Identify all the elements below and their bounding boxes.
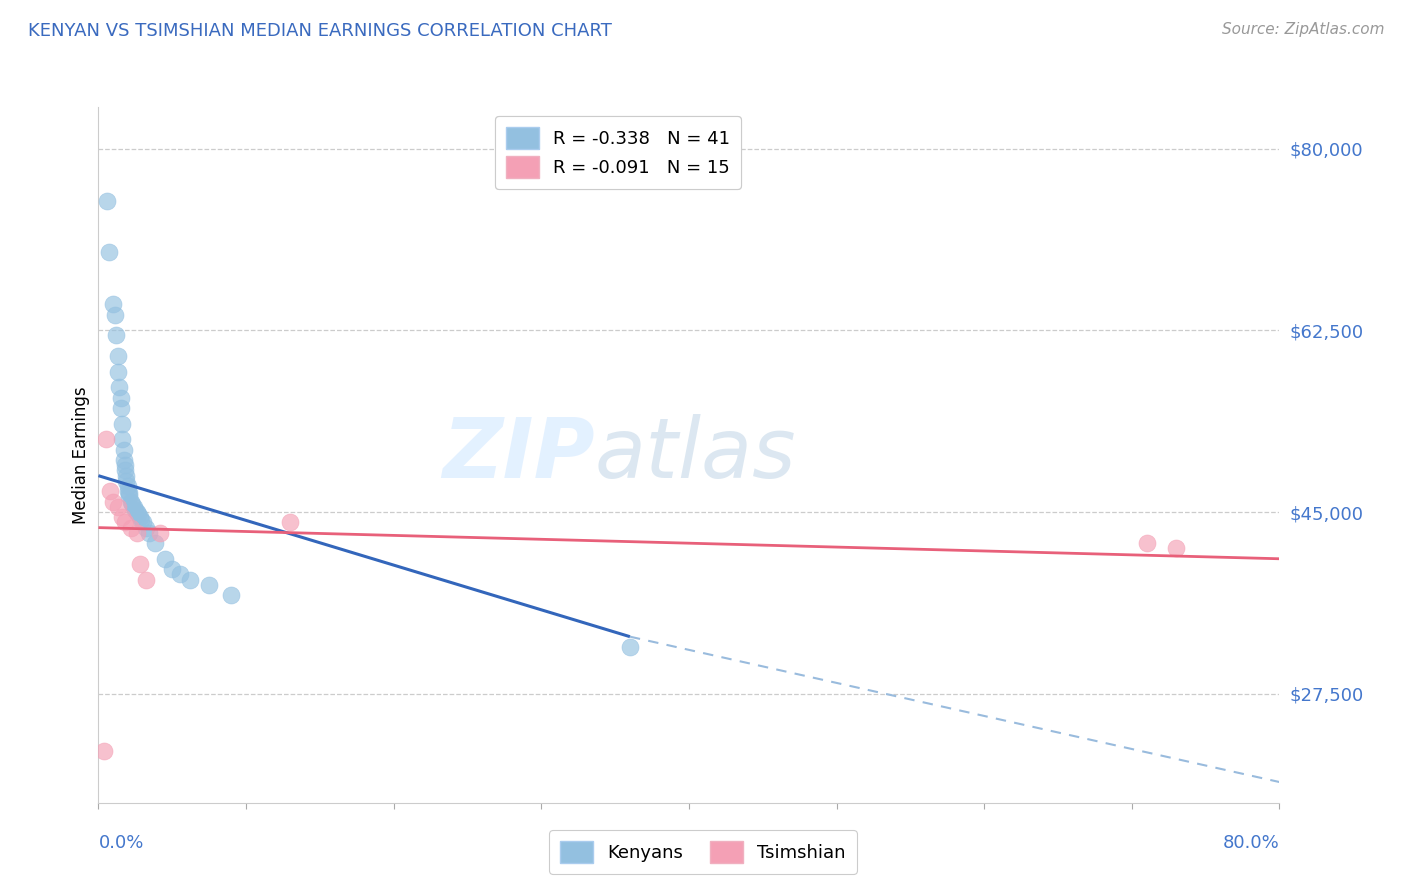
Point <box>143 536 166 550</box>
Point <box>120 494 142 508</box>
Point <box>169 567 191 582</box>
Point <box>132 516 155 530</box>
Point <box>107 349 129 363</box>
Point <box>117 484 139 499</box>
Point <box>93 744 115 758</box>
Point <box>114 458 136 473</box>
Point <box>125 525 148 540</box>
Point <box>278 516 302 530</box>
Point <box>128 557 150 571</box>
Point <box>110 401 132 416</box>
Point <box>122 500 145 514</box>
Point <box>115 474 138 488</box>
Text: Source: ZipAtlas.com: Source: ZipAtlas.com <box>1222 22 1385 37</box>
Point <box>121 497 143 511</box>
Point <box>105 328 128 343</box>
Point <box>118 490 141 504</box>
Point <box>103 494 125 508</box>
Point <box>114 516 136 530</box>
Point <box>135 573 157 587</box>
Text: atlas: atlas <box>595 415 796 495</box>
Point <box>118 486 141 500</box>
Point <box>115 468 138 483</box>
Point <box>124 503 146 517</box>
Point <box>1164 541 1187 556</box>
Text: 0.0%: 0.0% <box>98 834 143 852</box>
Point <box>117 479 139 493</box>
Point <box>103 297 125 311</box>
Text: ZIP: ZIP <box>441 415 595 495</box>
Point <box>111 510 134 524</box>
Point <box>198 578 221 592</box>
Point <box>114 463 136 477</box>
Point <box>110 391 132 405</box>
Point <box>1135 536 1157 550</box>
Legend: R = -0.338   N = 41, R = -0.091   N = 15: R = -0.338 N = 41, R = -0.091 N = 15 <box>495 116 741 189</box>
Point <box>125 505 148 519</box>
Y-axis label: Median Earnings: Median Earnings <box>72 386 90 524</box>
Point <box>104 308 127 322</box>
Point <box>619 640 641 654</box>
Point <box>129 513 152 527</box>
Point <box>107 500 129 514</box>
Text: KENYAN VS TSIMSHIAN MEDIAN EARNINGS CORRELATION CHART: KENYAN VS TSIMSHIAN MEDIAN EARNINGS CORR… <box>28 22 612 40</box>
Point <box>97 245 120 260</box>
Point <box>111 433 134 447</box>
Point <box>96 194 118 208</box>
Point <box>107 365 129 379</box>
Point <box>219 588 242 602</box>
Point <box>138 525 160 540</box>
Point <box>128 510 150 524</box>
Point <box>120 520 142 534</box>
Point <box>149 525 172 540</box>
Legend: Kenyans, Tsimshian: Kenyans, Tsimshian <box>550 830 856 874</box>
Point <box>94 433 117 447</box>
Point <box>179 573 201 587</box>
Point <box>108 380 131 394</box>
Point <box>135 520 157 534</box>
Text: 80.0%: 80.0% <box>1223 834 1279 852</box>
Point <box>112 453 135 467</box>
Point <box>98 484 121 499</box>
Point <box>127 507 149 521</box>
Point <box>153 551 176 566</box>
Point <box>111 417 134 431</box>
Point <box>162 562 183 576</box>
Point <box>112 442 135 457</box>
